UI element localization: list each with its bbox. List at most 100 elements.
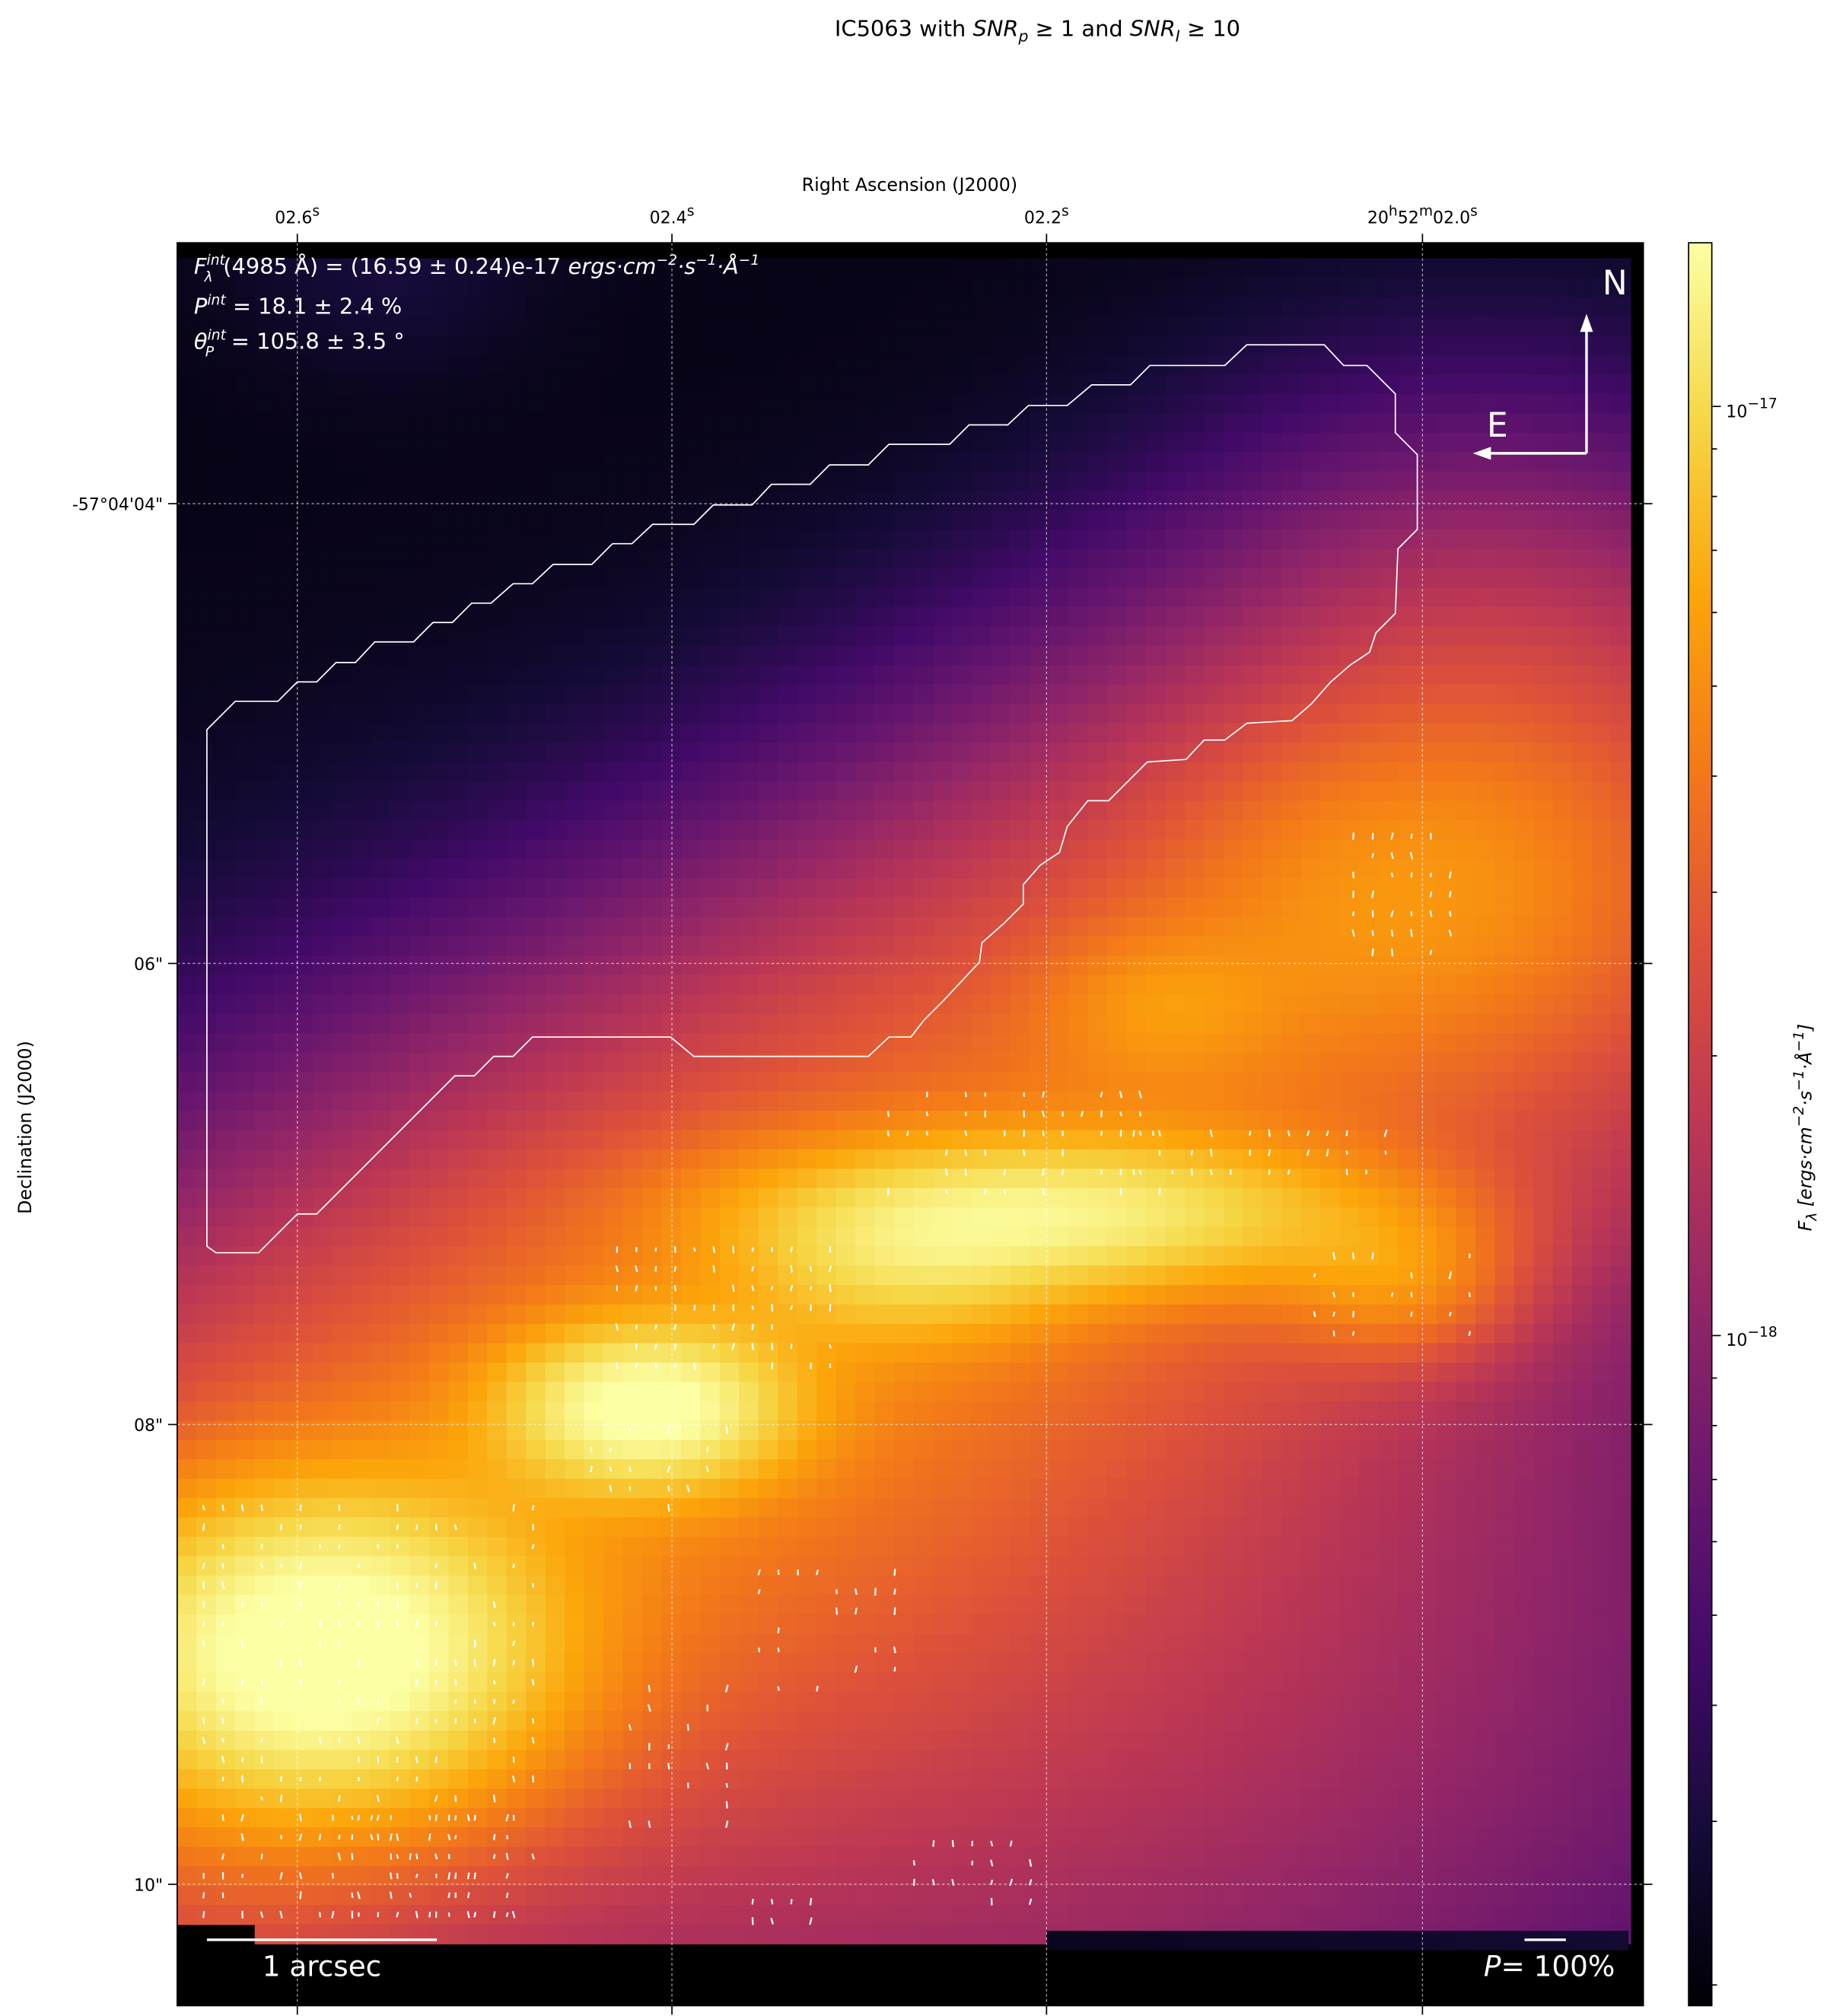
heatmap-pixel <box>1320 413 1341 434</box>
heatmap-pixel <box>680 452 702 472</box>
heatmap-pixel <box>526 1401 546 1422</box>
heatmap-pixel <box>874 742 895 763</box>
heatmap-pixel <box>758 1149 779 1170</box>
heatmap-pixel <box>797 1246 818 1267</box>
heatmap-pixel <box>1456 1033 1476 1054</box>
heatmap-pixel <box>1165 1169 1186 1189</box>
heatmap-pixel <box>293 956 314 976</box>
heatmap-pixel <box>1494 471 1515 491</box>
heatmap-pixel <box>487 297 508 317</box>
heatmap-pixel <box>680 723 702 743</box>
heatmap-pixel <box>700 1304 721 1324</box>
heatmap-pixel <box>641 1226 663 1248</box>
heatmap-pixel <box>1339 452 1361 472</box>
heatmap-pixel <box>235 781 256 802</box>
heatmap-pixel <box>565 994 585 1015</box>
heatmap-pixel <box>603 277 624 298</box>
heatmap-pixel <box>1204 975 1224 996</box>
heatmap-pixel <box>641 1478 663 1499</box>
heatmap-pixel <box>1223 587 1244 608</box>
heatmap-pixel <box>719 1149 740 1170</box>
heatmap-pixel <box>1513 297 1535 317</box>
heatmap-pixel <box>1398 1324 1418 1344</box>
heatmap-pixel <box>894 897 915 918</box>
heatmap-pixel <box>1378 975 1399 996</box>
heatmap-pixel <box>1572 665 1593 685</box>
heatmap-pixel <box>1456 471 1476 491</box>
heatmap-pixel <box>855 258 876 278</box>
heatmap-pixel <box>254 277 275 298</box>
heatmap-pixel <box>1146 549 1167 569</box>
heatmap-pixel <box>1456 491 1476 511</box>
heatmap-pixel <box>332 471 352 491</box>
heatmap-pixel <box>603 510 624 530</box>
heatmap-pixel <box>971 800 992 821</box>
heatmap-pixel <box>196 568 217 589</box>
heatmap-pixel <box>1552 452 1574 472</box>
heatmap-pixel <box>952 917 972 937</box>
heatmap-pixel <box>952 549 972 569</box>
heatmap-pixel <box>274 1324 294 1344</box>
heatmap-pixel <box>1300 277 1322 298</box>
heatmap-pixel <box>1591 1285 1612 1305</box>
heatmap-pixel <box>215 471 237 491</box>
heatmap-pixel <box>816 1226 837 1248</box>
heatmap-pixel <box>874 1498 895 1518</box>
heatmap-pixel <box>603 568 624 589</box>
heatmap-pixel <box>913 491 934 511</box>
heatmap-pixel <box>1513 704 1535 724</box>
heatmap-pixel <box>971 1013 992 1034</box>
heatmap-pixel <box>816 1169 837 1189</box>
heatmap-pixel <box>952 1439 972 1461</box>
heatmap-pixel <box>758 665 779 685</box>
heatmap-pixel <box>758 1343 779 1363</box>
heatmap-pixel <box>758 568 779 589</box>
heatmap-pixel <box>778 1110 798 1131</box>
heatmap-pixel <box>739 1537 759 1557</box>
heatmap-pixel <box>177 432 198 453</box>
heatmap-pixel <box>913 606 934 628</box>
heatmap-pixel <box>1359 277 1380 298</box>
heatmap-pixel <box>1611 316 1631 337</box>
heatmap-pixel <box>739 626 759 647</box>
heatmap-pixel <box>1243 1517 1263 1538</box>
heatmap-pixel <box>506 723 527 743</box>
heatmap-pixel <box>1185 1246 1205 1267</box>
heatmap-pixel <box>816 1324 837 1344</box>
heatmap-pixel <box>894 742 915 763</box>
heatmap-pixel <box>874 1285 895 1305</box>
heatmap-pixel <box>1262 1343 1283 1363</box>
heatmap-pixel <box>1281 316 1302 337</box>
heatmap-pixel <box>1049 1343 1070 1363</box>
heatmap-pixel <box>797 452 818 472</box>
heatmap-pixel <box>1107 684 1128 705</box>
heatmap-pixel <box>641 858 663 879</box>
heatmap-pixel <box>1417 452 1437 472</box>
heatmap-pixel <box>1223 1362 1244 1383</box>
heatmap-pixel <box>739 471 759 491</box>
heatmap-pixel <box>371 1304 391 1324</box>
heatmap-pixel <box>177 1304 198 1324</box>
heatmap-pixel <box>603 704 624 724</box>
heatmap-pixel <box>1437 413 1457 434</box>
heatmap-pixel <box>1611 1110 1631 1131</box>
heatmap-pixel <box>816 956 837 976</box>
heatmap-pixel <box>390 878 411 898</box>
heatmap-pixel <box>390 800 411 821</box>
heatmap-pixel <box>797 1130 818 1150</box>
heatmap-pixel <box>1204 432 1224 453</box>
heatmap-pixel <box>797 1401 818 1422</box>
heatmap-pixel <box>196 606 217 628</box>
heatmap-pixel <box>254 994 275 1015</box>
heatmap-pixel <box>313 1498 333 1518</box>
heatmap-pixel <box>855 1149 876 1170</box>
heatmap-pixel <box>739 549 759 569</box>
heatmap-pixel <box>622 568 643 589</box>
heatmap-pixel <box>254 374 275 395</box>
heatmap-pixel <box>215 1439 237 1461</box>
heatmap-pixel <box>584 297 604 317</box>
heatmap-pixel <box>448 742 469 763</box>
heatmap-pixel <box>293 1013 314 1034</box>
heatmap-pixel <box>428 1013 450 1034</box>
heatmap-pixel <box>390 1265 411 1286</box>
